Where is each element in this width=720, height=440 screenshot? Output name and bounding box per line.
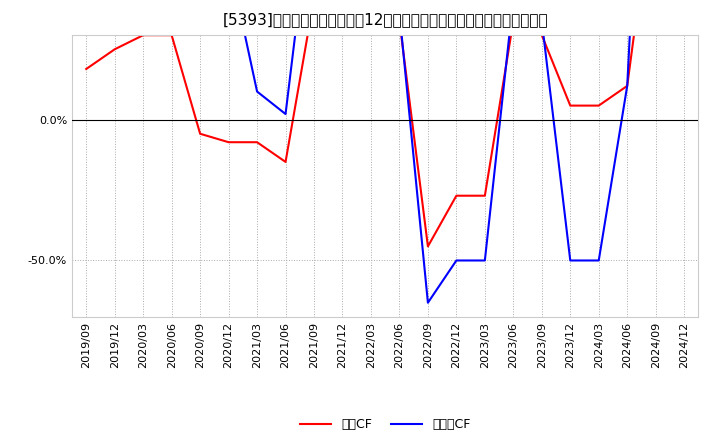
営業CF: [282, 159, 290, 165]
営業CF: [595, 103, 603, 108]
営業CF: [225, 139, 233, 145]
フリーCF: [282, 111, 290, 117]
Legend: 営業CF, フリーCF: 営業CF, フリーCF: [295, 413, 475, 436]
営業CF: [366, 18, 375, 24]
フリーCF: [395, 10, 404, 15]
フリーCF: [595, 258, 603, 263]
営業CF: [480, 193, 489, 198]
フリーCF: [480, 258, 489, 263]
Line: 営業CF: 営業CF: [86, 0, 656, 246]
営業CF: [310, 0, 318, 1]
フリーCF: [623, 83, 631, 88]
営業CF: [196, 131, 204, 136]
営業CF: [110, 47, 119, 52]
営業CF: [537, 33, 546, 38]
フリーCF: [196, 10, 204, 15]
フリーCF: [566, 258, 575, 263]
営業CF: [566, 103, 575, 108]
営業CF: [452, 193, 461, 198]
Title: [5393]　キャッシュフローの12か月移動合計の対前年同期増減率の推移: [5393] キャッシュフローの12か月移動合計の対前年同期増減率の推移: [222, 12, 548, 27]
営業CF: [253, 139, 261, 145]
営業CF: [338, 10, 347, 15]
フリーCF: [423, 300, 432, 305]
営業CF: [167, 33, 176, 38]
営業CF: [623, 83, 631, 88]
フリーCF: [537, 18, 546, 24]
営業CF: [82, 66, 91, 72]
フリーCF: [509, 0, 518, 1]
営業CF: [139, 33, 148, 38]
営業CF: [423, 244, 432, 249]
フリーCF: [253, 89, 261, 94]
営業CF: [395, 18, 404, 24]
フリーCF: [452, 258, 461, 263]
営業CF: [509, 18, 518, 24]
Line: フリーCF: フリーCF: [86, 0, 656, 303]
フリーCF: [338, 10, 347, 15]
